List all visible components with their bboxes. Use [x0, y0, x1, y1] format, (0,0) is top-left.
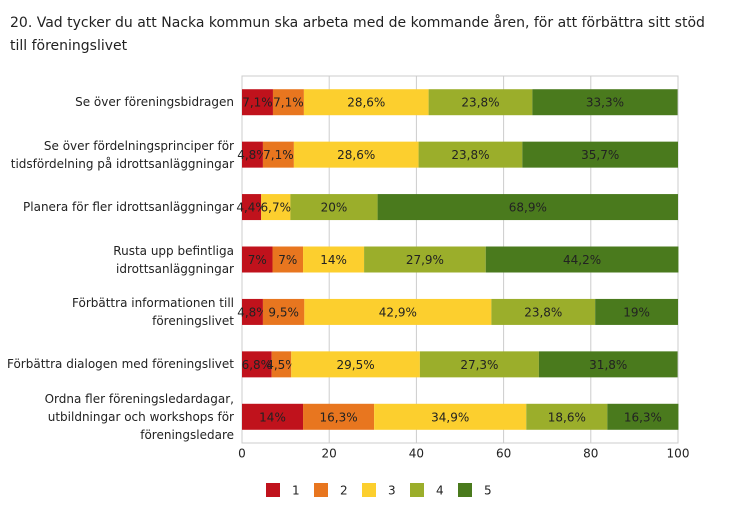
data-label: 19%	[623, 305, 650, 319]
bar-segment	[303, 246, 365, 273]
y-tick-label: Rusta upp befintliga idrottsanläggningar	[113, 243, 234, 276]
data-label: 16,3%	[320, 410, 358, 424]
bar-segment	[242, 246, 273, 273]
bar-segment	[290, 194, 378, 221]
legend-label: 2	[340, 484, 348, 498]
bar-segment	[595, 298, 678, 325]
bar-segment	[242, 298, 263, 325]
data-label: 42,9%	[379, 305, 417, 319]
data-label: 14%	[320, 253, 347, 267]
legend-swatch	[362, 483, 376, 497]
y-tick-label: Planera för fler idrottsanläggningar	[23, 200, 234, 215]
data-label: 7%	[278, 253, 297, 267]
data-label: 4,8%	[237, 148, 268, 162]
legend-label: 1	[292, 484, 300, 498]
y-tick-label: Ordna fler föreningsledardagar, utbildni…	[44, 391, 234, 442]
bar-segment	[485, 246, 679, 273]
data-label: 35,7%	[581, 148, 619, 162]
data-label: 4,5%	[266, 358, 297, 372]
bar-segment	[374, 403, 527, 430]
x-tick-label: 60	[496, 447, 511, 461]
x-tick-label: 40	[409, 447, 424, 461]
legend-label: 3	[388, 484, 396, 498]
y-tick-label: Se över föreningsbidragen	[75, 95, 234, 110]
legend-label: 4	[436, 484, 444, 498]
bar-segment	[522, 141, 678, 168]
bar-segment	[491, 298, 596, 325]
data-label: 29,5%	[337, 358, 375, 372]
data-label: 4,8%	[237, 305, 268, 319]
data-label: 23,8%	[461, 96, 499, 110]
data-label: 7,1%	[242, 96, 273, 110]
legend-label: 5	[484, 484, 492, 498]
x-tick-label: 100	[667, 447, 690, 461]
bar-segment	[242, 141, 263, 168]
bar-segment	[526, 403, 608, 430]
data-label: 7,1%	[273, 96, 304, 110]
bar-segment	[242, 89, 273, 116]
bar-segment	[304, 298, 492, 325]
data-label: 27,3%	[460, 358, 498, 372]
data-label: 68,9%	[509, 201, 547, 215]
x-tick-label: 0	[238, 447, 246, 461]
legend-swatch	[314, 483, 328, 497]
bar-segment	[293, 141, 419, 168]
data-label: 27,9%	[406, 253, 444, 267]
data-label: 4,4%	[236, 201, 267, 215]
bar-segment	[303, 403, 375, 430]
data-label: 23,8%	[451, 148, 489, 162]
y-tick-label: Förbättra informationen till föreningsli…	[72, 295, 234, 328]
y-tick-label: Förbättra dialogen med föreningslivet	[6, 357, 234, 372]
legend-swatch	[458, 483, 472, 497]
legend-swatch	[266, 483, 280, 497]
bar-segment	[242, 351, 272, 378]
bar-segment	[272, 89, 304, 116]
legend-swatch	[410, 483, 424, 497]
bar-segment	[303, 89, 429, 116]
data-label: 23,8%	[524, 305, 562, 319]
bar-segment	[418, 141, 523, 168]
bar-segment	[261, 194, 291, 221]
bar-segment	[272, 246, 304, 273]
bar-segment	[607, 403, 679, 430]
y-tick-label: Se över fördelningsprinciper för tidsför…	[10, 138, 234, 171]
data-label: 6,8%	[242, 358, 273, 372]
bar-segment	[271, 351, 292, 378]
data-label: 6,7%	[261, 201, 292, 215]
data-label: 9,5%	[268, 305, 299, 319]
data-label: 7,1%	[263, 148, 294, 162]
data-label: 20%	[321, 201, 348, 215]
chart-title: 20. Vad tycker du att Nacka kommun ska a…	[10, 15, 705, 54]
bar-segment	[428, 89, 533, 116]
data-label: 28,6%	[347, 96, 385, 110]
data-label: 16,3%	[624, 410, 662, 424]
x-tick-label: 80	[583, 447, 598, 461]
data-label: 44,2%	[563, 253, 601, 267]
bar-segment	[291, 351, 420, 378]
bar-segment	[262, 141, 294, 168]
data-label: 34,9%	[431, 410, 469, 424]
data-label: 31,8%	[589, 358, 627, 372]
data-label: 18,6%	[548, 410, 586, 424]
data-label: 33,3%	[586, 96, 624, 110]
bar-segment	[532, 89, 678, 116]
data-label: 28,6%	[337, 148, 375, 162]
x-tick-label: 20	[322, 447, 337, 461]
bar-segment	[538, 351, 678, 378]
bar-segment	[242, 403, 304, 430]
data-label: 14%	[259, 410, 286, 424]
bar-segment	[242, 194, 262, 221]
bar-segment	[262, 298, 305, 325]
bar-segment	[419, 351, 539, 378]
bar-segment	[364, 246, 486, 273]
data-label: 7%	[248, 253, 267, 267]
bar-segment	[377, 194, 678, 221]
